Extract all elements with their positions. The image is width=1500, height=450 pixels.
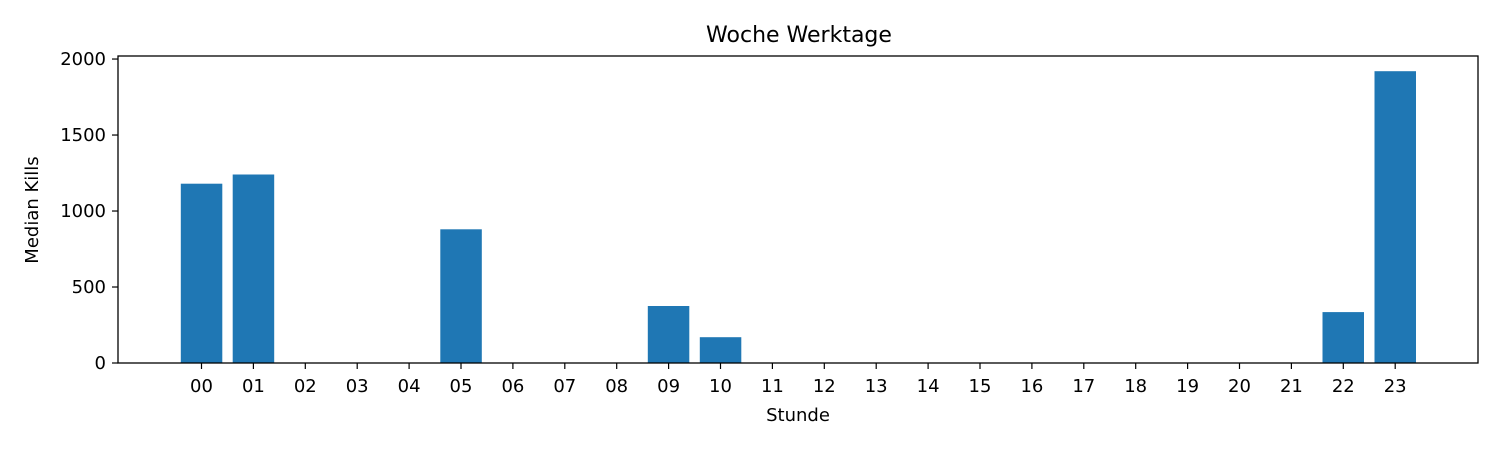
x-tick-label-01: 01 <box>242 376 265 397</box>
bars-group <box>180 71 1416 363</box>
x-tick-label-22: 22 <box>1332 376 1355 397</box>
x-tick-label-04: 04 <box>398 376 421 397</box>
x-tick-label-15: 15 <box>969 376 992 397</box>
x-axis-label: Stunde <box>766 405 830 426</box>
bar-01 <box>232 174 275 363</box>
x-tick-label-02: 02 <box>294 376 317 397</box>
y-tick-label-0: 0 <box>95 353 106 374</box>
x-tick-label-07: 07 <box>553 376 576 397</box>
y-tick-label-2000: 2000 <box>60 49 106 70</box>
chart-title: Woche Werktage <box>706 23 892 48</box>
y-axis-label: Median Kills <box>22 156 43 263</box>
x-axis: 00 01 02 03 04 05 06 07 08 09 10 11 12 13 14 15 16 17 18 19… <box>190 363 1407 397</box>
x-tick-label-17: 17 <box>1072 376 1095 397</box>
x-tick-label-14: 14 <box>917 376 940 397</box>
x-tick-label-05: 05 <box>450 376 473 397</box>
x-tick-label-08: 08 <box>605 376 628 397</box>
x-tick-label-06: 06 <box>501 376 524 397</box>
x-tick-label-19: 19 <box>1176 376 1199 397</box>
x-tick-label-20: 20 <box>1228 376 1251 397</box>
bar-09 <box>647 306 690 363</box>
x-tick-label-21: 21 <box>1280 376 1303 397</box>
y-tick-label-500: 500 <box>72 277 106 298</box>
bar-10 <box>699 337 742 363</box>
x-tick-label-03: 03 <box>346 376 369 397</box>
x-tick-label-16: 16 <box>1020 376 1043 397</box>
x-tick-label-13: 13 <box>865 376 888 397</box>
y-tick-label-1000: 1000 <box>60 201 106 222</box>
bar-23 <box>1374 71 1416 363</box>
x-tick-label-12: 12 <box>813 376 836 397</box>
x-tick-label-23: 23 <box>1384 376 1407 397</box>
plot-frame <box>117 55 1479 364</box>
x-tick-label-18: 18 <box>1124 376 1147 397</box>
bar-22 <box>1322 312 1364 363</box>
bar-05 <box>440 229 482 363</box>
y-tick-label-1500: 1500 <box>60 125 106 146</box>
bar-00 <box>180 183 223 363</box>
x-tick-label-09: 09 <box>657 376 680 397</box>
x-tick-label-11: 11 <box>761 376 784 397</box>
x-tick-label-10: 10 <box>709 376 732 397</box>
x-tick-label-00: 00 <box>190 376 213 397</box>
y-axis: 0 500 1000 1500 2000 <box>60 49 118 374</box>
